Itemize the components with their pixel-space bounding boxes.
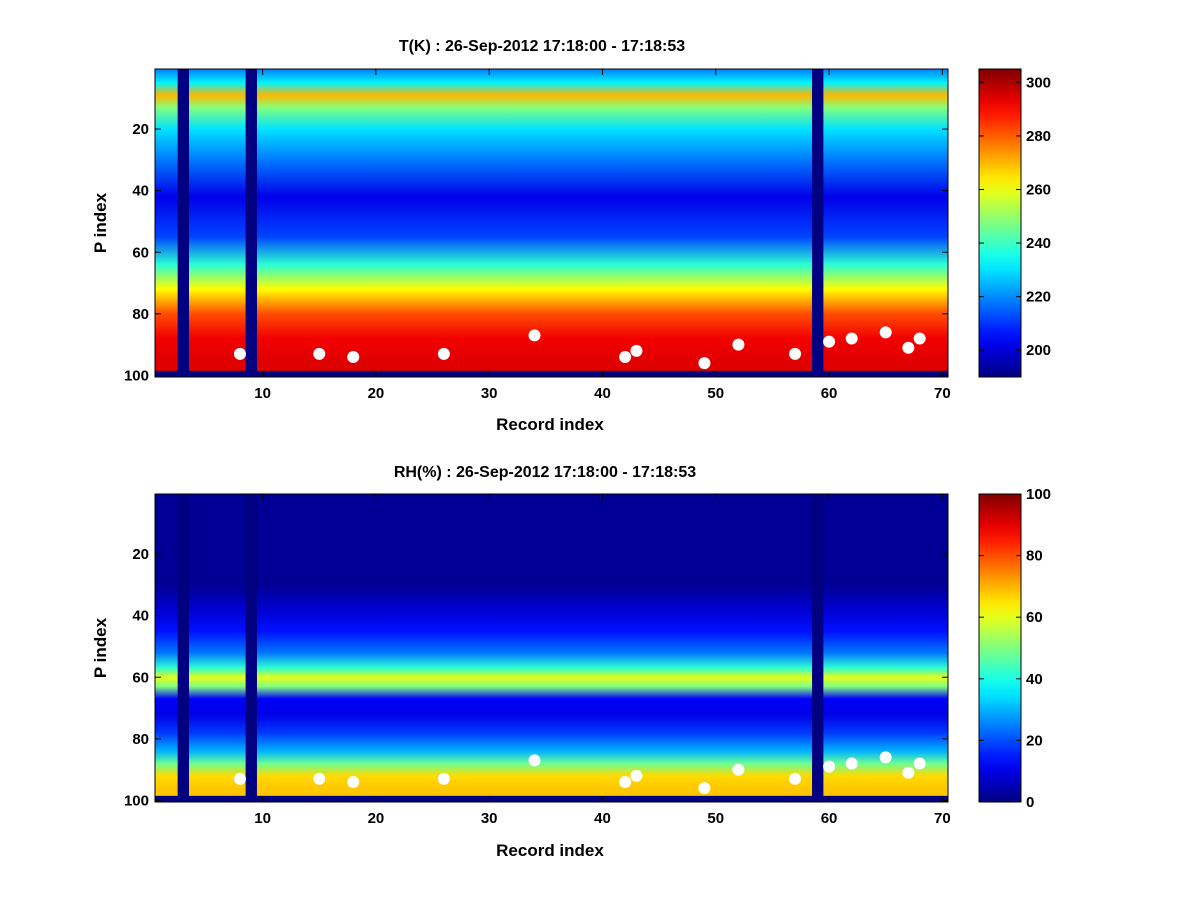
y-axis-ticks: 20 40 60 80 100: [124, 121, 948, 384]
surface-point: [528, 754, 541, 767]
surface-point: [732, 763, 745, 776]
surface-point: [233, 772, 246, 785]
plot-frame: [154, 68, 949, 378]
surface-point: [823, 760, 836, 773]
surface-point: [879, 751, 892, 764]
y-tick-label: 60: [132, 669, 149, 686]
colorbar-tick-label: 280: [1026, 128, 1051, 145]
x-tick-label: 30: [481, 810, 498, 827]
x-tick-label: 70: [934, 385, 951, 402]
colorbar-tick-label: 20: [1026, 732, 1043, 749]
surface-point: [233, 347, 246, 360]
surface-point: [823, 335, 836, 348]
y-tick-label: 60: [132, 244, 149, 261]
missing-record-column: [245, 494, 257, 802]
x-tick-label: 20: [368, 385, 385, 402]
colorbar-tick-label: 300: [1026, 74, 1051, 91]
surface-point: [528, 329, 541, 342]
colorbar: 0 20 40 60 80 100: [978, 486, 1051, 811]
x-tick-label: 60: [821, 385, 838, 402]
y-tick-label: 80: [132, 731, 149, 748]
surface-points: [233, 326, 926, 370]
missing-record-column: [177, 494, 189, 802]
temperature-panel: T(K) : 26-Sep-2012 17:18:00 - 17:18:53 1…: [91, 38, 1051, 434]
surface-point: [619, 350, 632, 363]
surface-point: [845, 757, 858, 770]
surface-point: [313, 347, 326, 360]
surface-point: [630, 769, 643, 782]
y-tick-label: 20: [132, 121, 149, 138]
y-tick-label: 20: [132, 546, 149, 563]
surface-point: [845, 332, 858, 345]
missing-record-column: [245, 69, 257, 377]
surface-point: [698, 782, 711, 795]
surface-point: [437, 347, 450, 360]
surface-point: [698, 357, 711, 370]
surface-point: [437, 772, 450, 785]
chart-title: RH(%) : 26-Sep-2012 17:18:00 - 17:18:53: [394, 464, 696, 481]
humidity-panel: RH(%) : 26-Sep-2012 17:18:00 - 17:18:53 …: [91, 464, 1051, 860]
surface-point: [732, 338, 745, 351]
colorbar-tick-label: 200: [1026, 342, 1051, 359]
missing-record-column: [177, 69, 189, 377]
surface-point: [347, 775, 360, 788]
surface-points: [233, 751, 926, 795]
surface-point: [913, 757, 926, 770]
surface-point: [347, 350, 360, 363]
x-tick-label: 60: [821, 810, 838, 827]
x-axis-ticks: 10 20 30 40 50 60 70: [254, 494, 951, 827]
y-tick-label: 40: [132, 183, 149, 200]
x-tick-label: 30: [481, 385, 498, 402]
surface-point: [630, 344, 643, 357]
colorbar-tick-label: 240: [1026, 235, 1051, 252]
x-tick-label: 70: [934, 810, 951, 827]
x-tick-label: 10: [254, 385, 271, 402]
y-tick-label: 100: [124, 792, 149, 809]
colorbar-scale: [978, 493, 1022, 803]
colorbar-tick-label: 100: [1026, 486, 1051, 503]
x-axis-ticks: 10 20 30 40 50 60 70: [254, 69, 951, 402]
humidity-heatmap: [155, 494, 948, 802]
heatmap-bottom-row: [155, 795, 948, 802]
x-tick-label: 40: [594, 810, 611, 827]
x-axis-label: Record index: [496, 415, 604, 434]
surface-point: [902, 766, 915, 779]
heatmap-bottom-row: [155, 370, 948, 377]
y-axis-label: P index: [91, 617, 110, 678]
y-axis-label: P index: [91, 192, 110, 253]
x-axis-label: Record index: [496, 841, 604, 860]
x-tick-label: 10: [254, 810, 271, 827]
colorbar-tick-label: 40: [1026, 671, 1043, 688]
colorbar-scale: [978, 68, 1022, 378]
surface-point: [879, 326, 892, 339]
heatmap-field: [155, 69, 948, 377]
surface-point: [313, 772, 326, 785]
heatmap-field: [155, 494, 948, 802]
chart-title: T(K) : 26-Sep-2012 17:18:00 - 17:18:53: [399, 38, 685, 55]
x-tick-label: 50: [707, 810, 724, 827]
y-tick-label: 80: [132, 306, 149, 323]
colorbar-tick-label: 220: [1026, 289, 1051, 306]
x-tick-label: 20: [368, 810, 385, 827]
surface-point: [902, 341, 915, 354]
y-axis-ticks: 20 40 60 80 100: [124, 546, 948, 809]
x-tick-label: 50: [707, 385, 724, 402]
surface-point: [789, 772, 802, 785]
missing-record-column: [812, 494, 824, 802]
x-tick-label: 40: [594, 385, 611, 402]
surface-point: [789, 347, 802, 360]
plot-frame: [154, 493, 949, 803]
temperature-heatmap: [155, 69, 948, 377]
colorbar-tick-label: 0: [1026, 794, 1034, 811]
y-tick-label: 40: [132, 608, 149, 625]
missing-record-column: [812, 69, 824, 377]
colorbar-tick-label: 80: [1026, 548, 1043, 565]
surface-point: [913, 332, 926, 345]
colorbar-tick-label: 60: [1026, 609, 1043, 626]
colorbar-tick-label: 260: [1026, 182, 1051, 199]
surface-point: [619, 775, 632, 788]
colorbar: 200 220 240 260 280 300: [978, 68, 1051, 378]
y-tick-label: 100: [124, 367, 149, 384]
